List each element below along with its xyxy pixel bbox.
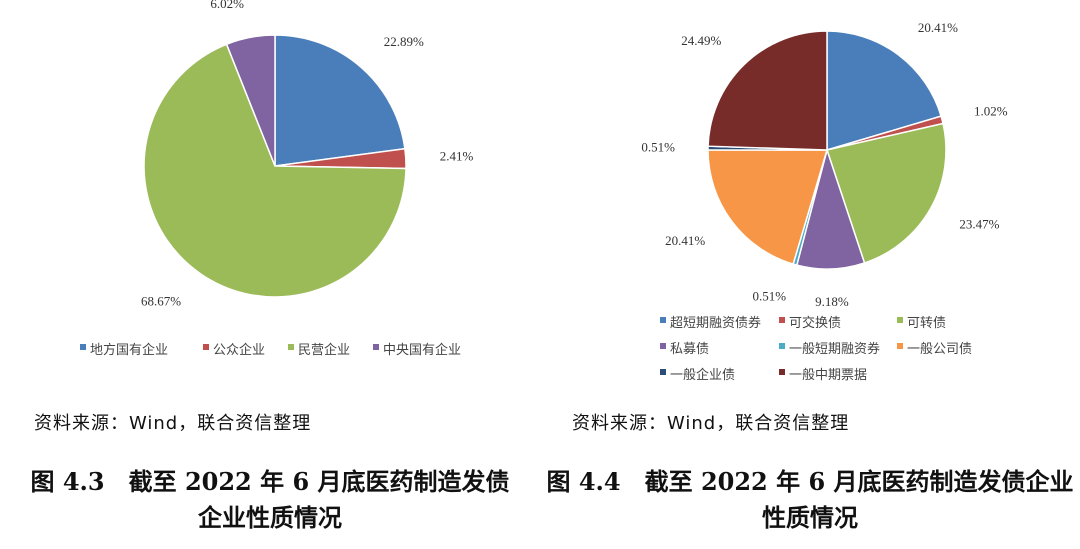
pie-charts-canvas: 22.89% 2.41% 68.67% 6.02% 地方国有企业 公众企业 民营企业 中央国有… <box>80 0 1008 383</box>
right-legend-item-7: 一般企业债 <box>660 367 735 383</box>
right-data-label-5: 0.51% <box>753 288 787 303</box>
right-legend-item-1: 超短期融资债券 <box>660 315 761 331</box>
left-legend-item-2: 公众企业 <box>203 342 265 358</box>
legend-swatch <box>203 344 209 350</box>
legend-label: 超短期融资债券 <box>670 315 761 331</box>
left-legend-item-1: 地方国有企业 <box>80 342 168 358</box>
legend-label: 地方国有企业 <box>90 342 168 358</box>
right-legend-item-3: 可转债 <box>897 316 946 331</box>
right-data-label-6: 20.41% <box>665 233 705 248</box>
right-legend-item-6: 一般公司债 <box>897 341 972 357</box>
left-data-label-3: 68.67% <box>141 294 181 309</box>
right-data-label-1: 20.41% <box>918 20 958 35</box>
right-pie-slice-1 <box>826 30 943 152</box>
legend-swatch <box>660 369 666 375</box>
legend-label: 中央国有企业 <box>383 342 461 358</box>
right-data-label-8: 24.49% <box>681 33 721 48</box>
legend-label: 私募债 <box>670 342 709 357</box>
right-figure-caption: 图 4.4 截至 2022 年 6 月底医药制造发债企业 性质情况 <box>540 464 1080 536</box>
left-source-note: 资料来源：Wind，联合资信整理 <box>34 413 312 434</box>
right-data-label-7: 0.51% <box>641 140 675 155</box>
right-legend-item-8: 一般中期票据 <box>779 367 867 383</box>
left-data-label-1: 22.89% <box>384 34 424 49</box>
legend-label: 一般公司债 <box>907 341 972 357</box>
right-data-label-3: 23.47% <box>959 217 999 232</box>
right-data-label-2: 1.02% <box>974 104 1008 119</box>
right-pie-chart: 20.41% 1.02% 23.47% 9.18% 0.51% 20.41% 0.51% 24… <box>641 20 1007 309</box>
left-pie-slice-3 <box>143 43 407 298</box>
legend-swatch <box>897 343 903 349</box>
legend-label: 民营企业 <box>298 342 350 358</box>
legend-swatch <box>779 317 785 323</box>
legend-label: 一般短期融资券 <box>789 341 880 357</box>
right-data-label-4: 9.18% <box>815 294 849 309</box>
left-caption-line2: 企业性质情况 <box>198 503 342 532</box>
legend-swatch <box>373 344 379 350</box>
legend-label: 一般企业债 <box>670 367 735 383</box>
right-legend-item-5: 一般短期融资券 <box>779 341 880 357</box>
legend-swatch <box>779 369 785 375</box>
left-pie-slice-1 <box>274 34 406 167</box>
right-legend-item-4: 私募债 <box>660 342 709 357</box>
right-pie-slice-3 <box>826 122 947 264</box>
left-figure-caption: 图 4.3 截至 2022 年 6 月底医药制造发债 企业性质情况 <box>0 464 540 536</box>
right-caption-line1: 图 4.4 截至 2022 年 6 月底医药制造发债企业 <box>546 467 1074 496</box>
legend-swatch <box>660 343 666 349</box>
legend-swatch <box>897 317 903 323</box>
left-pie-slice-4 <box>225 34 276 167</box>
legend-swatch <box>660 317 666 323</box>
left-data-label-2: 2.41% <box>440 149 474 164</box>
legend-label: 公众企业 <box>213 342 265 358</box>
left-legend-item-4: 中央国有企业 <box>373 342 461 358</box>
legend-swatch <box>288 344 294 350</box>
legend-swatch <box>80 344 86 350</box>
right-pie-slice-6 <box>707 149 829 266</box>
right-source-note: 资料来源：Wind，联合资信整理 <box>572 413 850 434</box>
right-caption-line2: 性质情况 <box>762 503 858 532</box>
left-legend-item-3: 民营企业 <box>288 342 350 358</box>
right-legend-item-2: 可交换债 <box>779 315 841 331</box>
left-data-label-4: 6.02% <box>210 0 244 11</box>
legend-label: 可交换债 <box>789 315 841 331</box>
left-legend: 地方国有企业 公众企业 民营企业 中央国有企业 <box>80 342 461 358</box>
left-pie-chart: 22.89% 2.41% 68.67% 6.02% <box>141 0 473 309</box>
legend-swatch <box>779 343 785 349</box>
legend-label: 一般中期票据 <box>789 367 867 383</box>
left-caption-line1: 图 4.3 截至 2022 年 6 月底医药制造发债 <box>30 467 510 496</box>
right-pie-slice-8 <box>707 30 828 151</box>
legend-label: 可转债 <box>907 316 946 331</box>
